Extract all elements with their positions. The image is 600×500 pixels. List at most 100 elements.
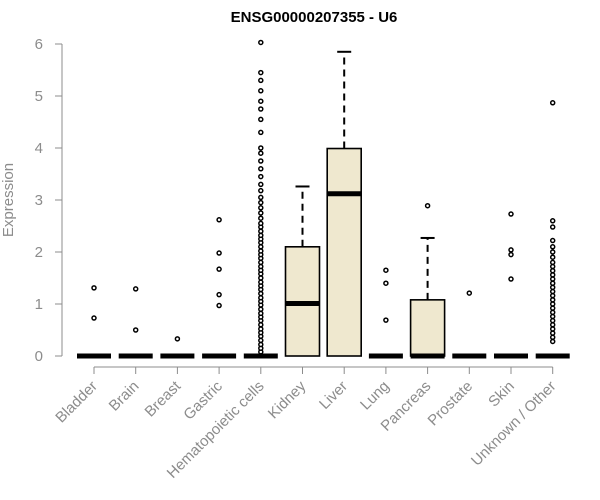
outlier-point — [258, 187, 264, 194]
outlier-point — [508, 247, 514, 253]
y-axis: 0 1 2 3 4 5 6 — [35, 36, 63, 365]
outlier-point — [216, 291, 222, 298]
outlier-point — [549, 276, 556, 282]
outlier-point — [549, 218, 556, 224]
x-tick-label: Liver — [316, 378, 351, 413]
y-tick-label: 0 — [35, 348, 43, 365]
box-brain — [118, 286, 153, 359]
outlier-point — [383, 317, 389, 323]
box-prostate — [452, 290, 487, 359]
outlier-point — [216, 217, 222, 223]
outlier-point — [549, 322, 556, 328]
x-tick-label: Kidney — [265, 377, 310, 422]
y-tick-label: 1 — [35, 296, 43, 313]
box-hematopoietic-cells — [243, 39, 278, 359]
outlier-point — [91, 315, 97, 321]
x-tick-label: Prostate — [425, 378, 477, 430]
outlier-point — [258, 158, 264, 164]
outlier-point — [258, 337, 264, 344]
outlier-point — [174, 336, 181, 342]
outlier-point — [258, 220, 264, 227]
y-tick-label: 5 — [35, 88, 43, 105]
box-iqr — [409, 299, 446, 357]
outlier-point — [258, 275, 264, 281]
outlier-point — [549, 301, 556, 307]
y-tick-label: 4 — [35, 140, 43, 157]
outlier-point — [258, 69, 264, 76]
outlier-point — [216, 266, 222, 272]
outlier-point — [549, 259, 556, 266]
outlier-point — [258, 210, 264, 216]
box-unknown-other — [535, 100, 570, 359]
outlier-point — [466, 290, 473, 296]
outlier-point — [258, 181, 264, 188]
outlier-point — [258, 129, 264, 136]
outlier-point — [258, 248, 264, 254]
box-liver — [326, 50, 363, 357]
outlier-point — [258, 228, 264, 234]
outlier-point — [258, 145, 264, 151]
outlier-point — [549, 284, 556, 291]
outlier-point — [258, 116, 264, 123]
outlier-point — [383, 280, 389, 286]
y-axis-label: Expression — [0, 163, 17, 237]
outlier-point — [549, 280, 556, 286]
outlier-point — [549, 309, 556, 316]
outlier-point — [383, 267, 389, 273]
outlier-point — [549, 249, 556, 255]
outlier-point — [549, 237, 556, 244]
y-tick-label: 2 — [35, 244, 43, 261]
outlier-point — [549, 313, 556, 320]
outlier-point — [258, 39, 264, 46]
outlier-point — [549, 254, 556, 260]
outlier-point — [216, 302, 222, 309]
outlier-point — [549, 305, 556, 311]
outlier-point — [508, 276, 514, 282]
x-tick-label: Skin — [485, 378, 518, 411]
outlier-point — [258, 295, 264, 301]
outlier-point — [258, 215, 264, 221]
outlier-point — [258, 98, 264, 104]
outlier-point — [549, 330, 556, 336]
outlier-point — [132, 286, 139, 292]
plot-area — [77, 39, 570, 359]
x-tick-label: Brain — [106, 378, 143, 415]
outlier-point — [549, 272, 556, 278]
outlier-point — [258, 205, 264, 211]
box-pancreas — [409, 202, 446, 359]
outlier-point — [258, 199, 264, 206]
outlier-point — [549, 263, 556, 270]
outlier-point — [258, 326, 264, 332]
y-tick-label: 6 — [35, 36, 43, 53]
outlier-point — [508, 251, 514, 258]
outlier-point — [424, 202, 431, 209]
outlier-point — [549, 100, 556, 106]
outlier-point — [258, 279, 264, 285]
outlier-point — [258, 290, 264, 297]
y-tick-label: 3 — [35, 192, 43, 209]
box-bladder — [77, 285, 111, 359]
outlier-point — [132, 327, 139, 333]
outlier-point — [258, 244, 264, 250]
outlier-point — [549, 292, 556, 299]
box-breast — [160, 336, 195, 359]
x-tick-label: Bladder — [52, 378, 101, 427]
outlier-point — [258, 88, 264, 94]
outlier-point — [549, 244, 556, 250]
outlier-point — [258, 173, 264, 180]
outlier-point — [258, 263, 264, 270]
outlier-point — [258, 322, 264, 328]
outlier-point — [549, 267, 556, 274]
outlier-point — [91, 285, 97, 291]
outlier-point — [258, 232, 264, 239]
outlier-point — [258, 259, 264, 266]
x-tick-label: Lung — [357, 378, 393, 414]
outlier-point — [549, 317, 556, 324]
outlier-point — [549, 224, 556, 230]
box-gastric — [202, 217, 237, 359]
outlier-point — [258, 106, 264, 112]
outlier-point — [258, 306, 264, 312]
outlier-point — [549, 334, 556, 341]
